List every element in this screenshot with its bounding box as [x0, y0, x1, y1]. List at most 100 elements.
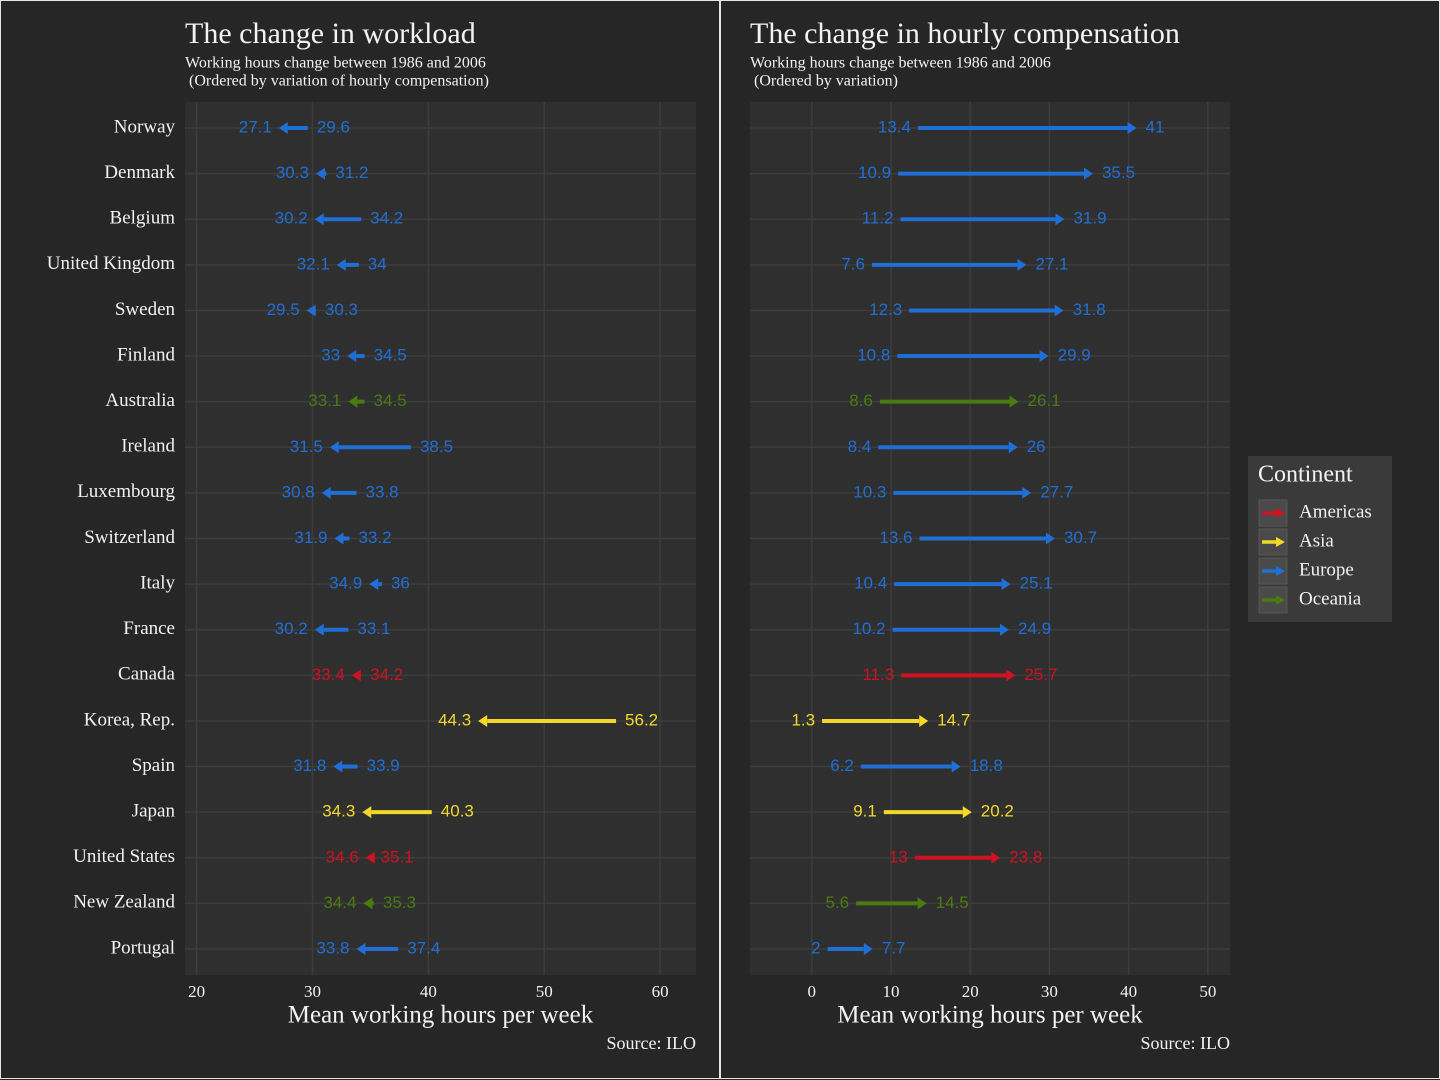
arrow-head	[348, 395, 358, 408]
x-tick-label: 20	[962, 982, 979, 1001]
value-label: 10.8	[857, 346, 890, 365]
arrow-head	[1001, 578, 1011, 591]
value-label: 34.6	[326, 847, 359, 866]
value-label: 9.1	[853, 802, 877, 821]
value-label: 29.6	[317, 117, 350, 136]
x-axis-title: Mean working hours per week	[837, 1002, 1143, 1029]
arrow-head	[329, 441, 339, 454]
value-label: 1.3	[791, 710, 815, 729]
arrow-head	[369, 578, 379, 591]
arrow-head	[863, 943, 873, 955]
value-label: 11.3	[862, 665, 894, 684]
value-label: 26	[1027, 437, 1046, 456]
value-label: 25.7	[1024, 665, 1057, 684]
value-label: 6.2	[830, 756, 854, 775]
value-label: 35.5	[1102, 163, 1135, 182]
subtitle: (Ordered by variation of hourly compensa…	[185, 73, 489, 90]
subtitle: Working hours change between 1986 and 20…	[185, 55, 486, 72]
legend-swatch-head	[1276, 595, 1285, 605]
value-label: 8.4	[848, 437, 872, 456]
value-label: 11.2	[862, 209, 894, 228]
arrow-head	[365, 851, 375, 864]
legend-label: Asia	[1299, 530, 1334, 551]
value-label: 35.3	[383, 893, 416, 912]
category-label: Belgium	[110, 208, 176, 229]
value-label: 31.9	[294, 528, 327, 547]
value-label: 30.3	[325, 300, 358, 319]
value-label: 31.8	[293, 756, 326, 775]
value-label: 33.9	[367, 756, 400, 775]
legend-label: Americas	[1299, 501, 1372, 522]
value-label: 2	[811, 938, 820, 957]
arrow-head	[1006, 669, 1016, 682]
value-label: 33.1	[357, 619, 390, 638]
value-label: 20.2	[981, 802, 1014, 821]
category-label: Spain	[132, 755, 176, 776]
value-label: 12.3	[869, 300, 902, 319]
x-tick-label: 30	[1041, 982, 1058, 1001]
legend-title: Continent	[1258, 462, 1353, 488]
value-label: 33	[321, 346, 340, 365]
value-label: 34.2	[370, 209, 403, 228]
value-label: 26.1	[1028, 391, 1061, 410]
legend-label: Oceania	[1299, 588, 1362, 609]
x-tick-label: 40	[1120, 982, 1137, 1001]
value-label: 5.6	[825, 893, 849, 912]
category-label: Switzerland	[84, 527, 175, 548]
arrow-head	[333, 760, 343, 773]
value-label: 32.1	[297, 254, 330, 273]
category-label: Portugal	[111, 937, 175, 958]
category-label: Finland	[117, 344, 176, 365]
value-label: 8.6	[849, 391, 873, 410]
value-label: 35.1	[381, 847, 414, 866]
category-label: Luxembourg	[77, 481, 175, 502]
value-label: 30.7	[1064, 528, 1097, 547]
category-label: Denmark	[104, 162, 175, 183]
arrow-head	[314, 623, 324, 636]
arrow-head	[991, 851, 1001, 864]
value-label: 33.8	[316, 938, 349, 957]
x-tick-label: 20	[188, 982, 205, 1001]
value-label: 31.9	[1073, 209, 1106, 228]
arrow-head	[278, 122, 288, 134]
arrow-head	[917, 897, 927, 910]
category-label: Italy	[140, 572, 175, 593]
value-label: 13.4	[878, 117, 911, 136]
arrow-head	[334, 532, 344, 545]
value-label: 31.2	[335, 163, 368, 182]
value-label: 34.4	[323, 893, 356, 912]
value-label: 29.9	[1058, 346, 1091, 365]
legend-swatch-head	[1276, 537, 1285, 547]
value-label: 13	[889, 847, 908, 866]
arrow-head	[314, 213, 324, 226]
value-label: 33.8	[365, 482, 398, 501]
subtitle: Working hours change between 1986 and 20…	[750, 55, 1051, 72]
arrow-head	[315, 167, 325, 180]
value-label: 33.1	[308, 391, 341, 410]
value-label: 31.8	[1073, 300, 1106, 319]
category-label: Japan	[132, 801, 176, 822]
arrow-head	[347, 350, 357, 363]
arrow-head	[1039, 350, 1049, 363]
x-axis-title: Mean working hours per week	[288, 1002, 594, 1029]
x-tick-label: 40	[420, 982, 437, 1001]
value-label: 34.2	[370, 665, 403, 684]
category-label: Ireland	[121, 436, 175, 457]
value-label: 30.3	[276, 163, 309, 182]
chart-title: The change in workload	[185, 17, 476, 50]
x-tick-label: 50	[536, 982, 553, 1001]
x-tick-label: 60	[652, 982, 669, 1001]
arrow-head	[1008, 441, 1018, 454]
value-label: 14.5	[936, 893, 969, 912]
x-tick-label: 0	[808, 982, 817, 1001]
source: Source: ILO	[607, 1033, 696, 1053]
value-label: 44.3	[438, 710, 471, 729]
source: Source: ILO	[1141, 1033, 1230, 1053]
arrow-head	[362, 806, 372, 819]
value-label: 36	[391, 574, 410, 593]
value-label: 34.5	[374, 391, 407, 410]
category-label: Sweden	[115, 299, 176, 320]
value-label: 13.6	[879, 528, 912, 547]
value-label: 27.1	[1035, 254, 1068, 273]
value-label: 7.6	[841, 254, 865, 273]
